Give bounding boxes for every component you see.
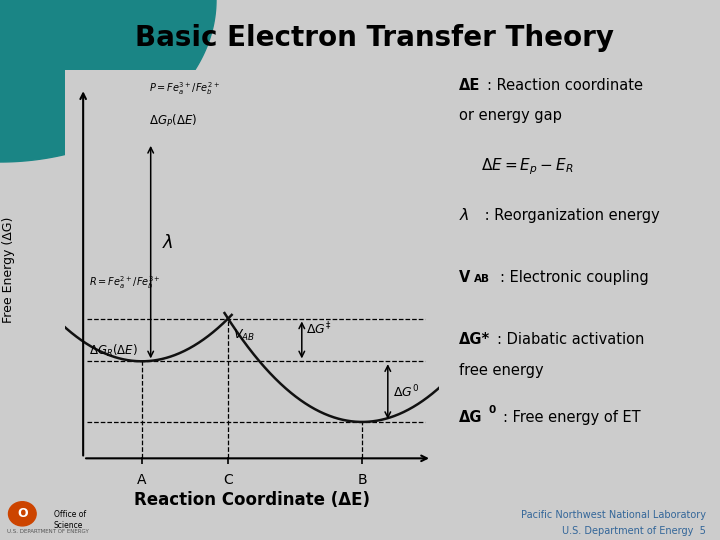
Text: Basic Electron Transfer Theory: Basic Electron Transfer Theory [135, 24, 614, 52]
Text: U.S. DEPARTMENT OF ENERGY: U.S. DEPARTMENT OF ENERGY [7, 529, 89, 534]
Text: ΔE: ΔE [459, 78, 481, 93]
Text: $R = Fe_a^{2+}/Fe_b^{3+}$: $R = Fe_a^{2+}/Fe_b^{3+}$ [89, 274, 161, 291]
Text: B: B [357, 473, 367, 487]
Text: ΔG*: ΔG* [459, 332, 490, 347]
Text: : Reorganization energy: : Reorganization energy [480, 208, 660, 223]
Text: or energy gap: or energy gap [459, 108, 562, 123]
Text: $\Delta E = E_p - E_R$: $\Delta E = E_p - E_R$ [481, 157, 573, 177]
Text: : Electronic coupling: : Electronic coupling [500, 270, 649, 285]
Text: : Reaction coordinate: : Reaction coordinate [487, 78, 643, 93]
Text: Pacific Northwest National Laboratory: Pacific Northwest National Laboratory [521, 510, 706, 521]
Text: A: A [137, 473, 147, 487]
Text: 0: 0 [488, 405, 495, 415]
Text: Office of
Science: Office of Science [54, 510, 86, 530]
Polygon shape [0, 0, 216, 162]
Text: ΔG: ΔG [459, 410, 483, 426]
Text: AB: AB [474, 274, 490, 285]
Text: $\Delta G^0$: $\Delta G^0$ [393, 384, 419, 401]
Text: Free Energy (ΔG): Free Energy (ΔG) [2, 217, 15, 323]
Text: free energy: free energy [459, 363, 544, 379]
Text: $V_{AB}$: $V_{AB}$ [233, 328, 255, 343]
Text: $\Delta G^{\ddagger}$: $\Delta G^{\ddagger}$ [306, 320, 331, 337]
Text: C: C [223, 473, 233, 487]
Text: $\Delta G_R(\Delta E)$: $\Delta G_R(\Delta E)$ [89, 343, 138, 359]
Circle shape [9, 502, 36, 526]
Text: U.S. Department of Energy  5: U.S. Department of Energy 5 [562, 526, 706, 537]
Text: Reaction Coordinate (ΔE): Reaction Coordinate (ΔE) [134, 491, 370, 509]
Text: $P = Fe_a^{3+}/Fe_b^{2+}$: $P = Fe_a^{3+}/Fe_b^{2+}$ [149, 80, 220, 97]
Text: V: V [459, 270, 471, 285]
Text: : Diabatic activation: : Diabatic activation [497, 332, 644, 347]
Text: O: O [17, 507, 27, 521]
Text: $\Delta G_P(\Delta E)$: $\Delta G_P(\Delta E)$ [149, 113, 197, 129]
Text: : Free energy of ET: : Free energy of ET [503, 410, 640, 426]
Text: $\lambda$: $\lambda$ [163, 234, 174, 252]
Text: λ: λ [459, 208, 469, 223]
